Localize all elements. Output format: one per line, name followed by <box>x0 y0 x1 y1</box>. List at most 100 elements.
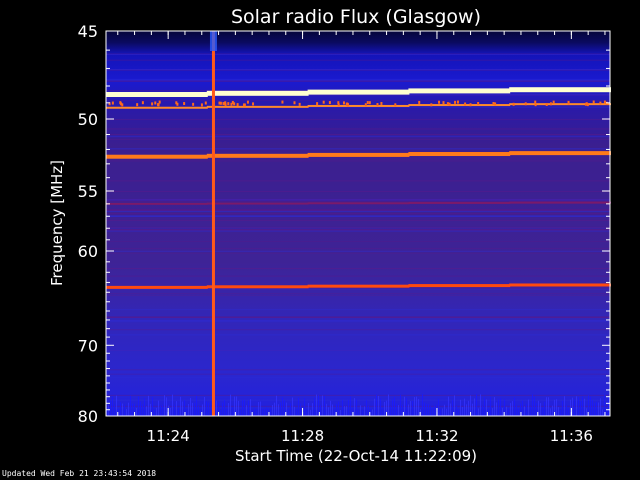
noise-spike <box>478 408 479 416</box>
striation <box>106 128 610 130</box>
band-speckle <box>418 100 421 104</box>
noise-spike <box>534 396 535 416</box>
band-speckle <box>108 102 111 106</box>
noise-spike <box>344 406 345 416</box>
noise-spike <box>152 397 153 416</box>
band-speckle <box>158 100 161 104</box>
band-speckle <box>380 101 383 105</box>
noise-spike <box>196 395 197 416</box>
noise-spike <box>552 405 553 416</box>
noise-spike <box>386 400 387 416</box>
band-speckle <box>243 103 246 107</box>
striation <box>106 54 610 56</box>
faint-band <box>106 202 208 205</box>
noise-spike <box>392 399 393 416</box>
noise-spike <box>126 409 127 416</box>
band-speckle <box>200 103 203 107</box>
saturated-band <box>307 89 410 95</box>
noise-spike <box>454 395 455 416</box>
noise-spike <box>452 399 453 416</box>
striation <box>106 160 610 162</box>
x-tick-label: 11:36 <box>550 427 593 445</box>
striation <box>106 69 610 71</box>
striation <box>106 69 610 71</box>
noise-spike <box>594 402 595 416</box>
striation <box>106 320 610 322</box>
striation <box>106 288 610 290</box>
striation <box>106 250 610 252</box>
noise-spike <box>578 397 579 416</box>
noise-spike <box>124 404 125 416</box>
noise-spike <box>424 402 425 416</box>
noise-spike <box>288 408 289 416</box>
noise-spike <box>272 405 273 416</box>
band-speckle <box>477 101 480 105</box>
noise-spike <box>570 399 571 416</box>
noise-spike <box>282 397 283 416</box>
saturated-band-edge <box>307 104 410 107</box>
medium-band <box>307 284 410 288</box>
noise-spike <box>526 404 527 416</box>
noise-spike <box>494 397 495 416</box>
striation <box>106 268 610 270</box>
noise-spike <box>524 406 525 416</box>
band-speckle <box>316 102 319 106</box>
noise-spike <box>188 403 189 416</box>
noise-spike <box>200 409 201 416</box>
noise-spike <box>148 395 149 416</box>
striation <box>106 240 610 242</box>
noise-spike <box>486 399 487 416</box>
strong-band <box>106 154 208 159</box>
noise-spike <box>300 403 301 416</box>
noise-spike <box>330 400 331 416</box>
noise-spike <box>294 406 295 416</box>
noise-spike <box>446 408 447 416</box>
striation <box>106 209 610 211</box>
noise-spike <box>174 404 175 416</box>
noise-spike <box>198 406 199 416</box>
noise-spike <box>160 405 161 416</box>
noise-spike <box>360 405 361 416</box>
noise-spike <box>296 408 297 416</box>
band-speckle <box>218 101 221 105</box>
noise-spike <box>382 407 383 416</box>
striation <box>106 292 610 294</box>
noise-spike <box>176 401 177 416</box>
noise-spike <box>580 400 581 416</box>
band-speckle <box>534 103 537 107</box>
striation <box>106 350 610 352</box>
noise-spike <box>516 405 517 416</box>
band-speckle <box>121 103 124 107</box>
noise-spike <box>520 403 521 416</box>
noise-spike <box>264 408 265 416</box>
noise-spike <box>290 403 291 416</box>
noise-spike <box>164 395 165 416</box>
striation <box>106 79 610 81</box>
striation <box>106 321 610 323</box>
noise-spike <box>418 399 419 416</box>
noise-spike <box>158 400 159 416</box>
noise-spike <box>218 402 219 416</box>
y-tick-label: 55 <box>78 182 98 201</box>
band-speckle <box>154 101 157 105</box>
noise-spike <box>604 394 605 416</box>
noise-spike <box>154 408 155 416</box>
noise-spike <box>438 399 439 416</box>
saturated-band-edge <box>106 106 208 109</box>
noise-spike <box>528 399 529 416</box>
y-tick-label: 70 <box>78 336 98 355</box>
noise-spike <box>236 396 237 416</box>
band-speckle <box>222 102 225 106</box>
noise-spike <box>204 396 205 416</box>
striation <box>106 210 610 212</box>
noise-spike <box>412 401 413 416</box>
striation <box>106 136 610 138</box>
noise-spike <box>128 402 129 416</box>
noise-spike <box>602 409 603 416</box>
noise-spike <box>266 407 267 416</box>
noise-spike <box>396 403 397 416</box>
striation <box>106 59 610 61</box>
striation <box>106 407 610 409</box>
noise-spike <box>584 398 585 416</box>
noise-spike <box>510 403 511 416</box>
